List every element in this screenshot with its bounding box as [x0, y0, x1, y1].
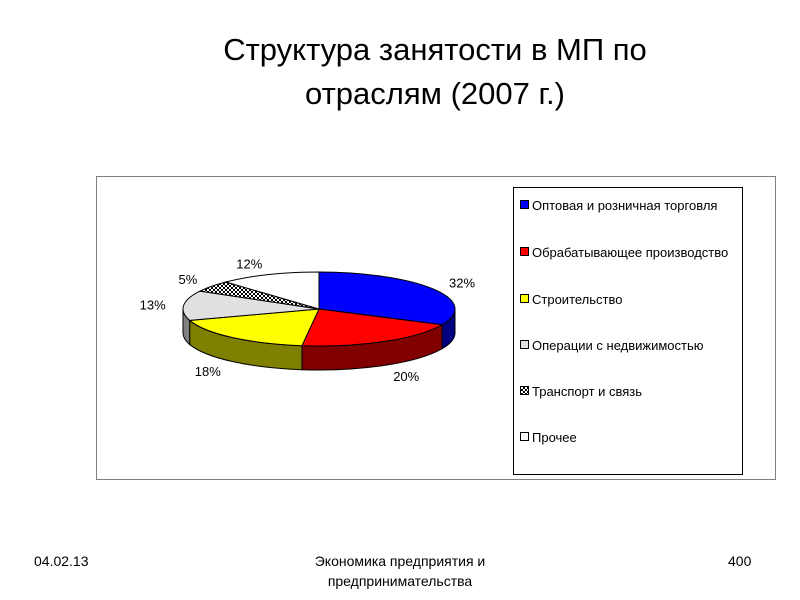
legend-item-5: Прочее [520, 429, 740, 446]
footer-course-title: Экономика предприятия и предпринимательс… [314, 553, 486, 589]
legend-item-1: Обрабатывающее производство [520, 244, 740, 261]
chart-legend: Оптовая и розничная торговля Обрабатывающ… [513, 187, 743, 475]
data-label-3: 13% [140, 297, 166, 312]
legend-label: Обрабатывающее производство [532, 245, 729, 260]
legend-item-3: Операции с недвижимостью [520, 337, 740, 354]
slide-title: Структура занятости в МП по отраслям (20… [223, 32, 647, 111]
data-label-1: 20% [393, 369, 419, 384]
legend-swatch [520, 386, 529, 395]
footer-page-number: 400 [728, 553, 752, 569]
legend-label: Операции с недвижимостью [532, 338, 704, 353]
pie-slice-1 [301, 308, 444, 347]
legend-swatch [520, 340, 529, 349]
pie-slice-5 [223, 271, 320, 310]
legend-swatch [520, 247, 529, 256]
legend-label: Транспорт и связь [532, 384, 643, 399]
data-label-4: 5% [179, 272, 198, 287]
legend-swatch [520, 432, 529, 441]
legend-swatch [520, 200, 529, 209]
legend-item-0: Оптовая и розничная торговля [520, 197, 740, 214]
data-label-0: 32% [449, 276, 475, 291]
data-label-5: 12% [236, 256, 262, 271]
legend-label: Оптовая и розничная торговля [532, 198, 718, 213]
legend-item-2: Строительство [520, 291, 740, 308]
legend-label: Строительство [532, 292, 623, 307]
legend-swatch [520, 294, 529, 303]
footer-date: 04.02.13 [34, 553, 89, 569]
data-label-2: 18% [195, 364, 221, 379]
legend-item-4: Транспорт и связь [520, 383, 740, 400]
legend-label: Прочее [532, 430, 577, 445]
pie-chart: 32% 20% 18% 13% 5% 12% [140, 256, 476, 384]
pie-slice-2 [188, 308, 320, 347]
pie-slice-0 [318, 271, 456, 326]
pie-slice-3 [182, 290, 320, 321]
chart-area: 32% 20% 18% 13% 5% 12% Оптовая и розничная то… [96, 176, 776, 480]
